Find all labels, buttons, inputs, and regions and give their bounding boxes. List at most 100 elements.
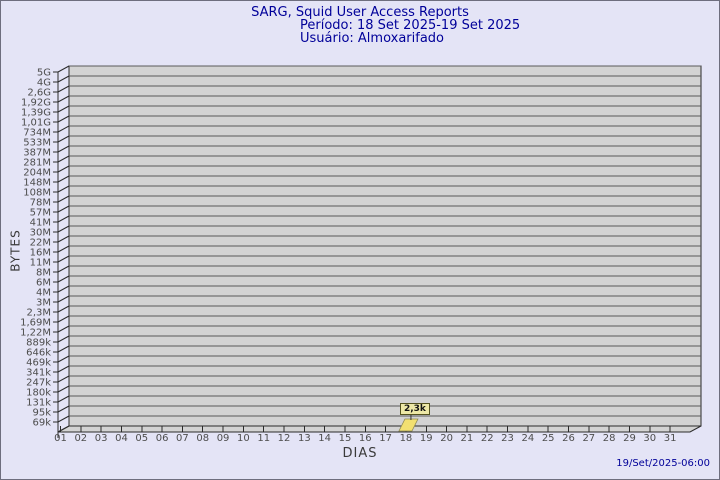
x-tick-label: 30 (643, 433, 656, 444)
y-tick-slant (57, 305, 70, 313)
y-tick-slant (57, 185, 70, 193)
x-tick-label: 13 (298, 433, 311, 444)
y-tick-slant (57, 145, 70, 153)
x-tick-label: 14 (318, 433, 331, 444)
y-tick-slant (57, 335, 70, 343)
y-tick-label: 4G (37, 78, 51, 89)
y-tick-label: 387M (23, 148, 51, 159)
y-tick-slant (57, 175, 70, 183)
y-tick-slant (57, 95, 70, 103)
x-tick-label: 09 (217, 433, 230, 444)
y-tick-slant (57, 415, 70, 423)
x-axis-title: DIAS (342, 446, 378, 461)
x-tick-label: 16 (359, 433, 372, 444)
y-tick-label: 281M (23, 158, 51, 169)
y-tick-slant (57, 205, 70, 213)
y-tick-slant (57, 135, 70, 143)
y-tick-slant (57, 345, 70, 353)
x-tick-label: 06 (156, 433, 169, 444)
y-tick-slant (57, 375, 70, 383)
x-tick-label: 04 (115, 433, 128, 444)
y-tick-slant (57, 325, 70, 333)
y-tick-label: 30M (30, 228, 51, 239)
x-tick-label: 17 (379, 433, 392, 444)
y-tick-slant (57, 115, 70, 123)
x-tick-label: 01 (54, 433, 67, 444)
x-tick-label: 02 (74, 433, 87, 444)
y-tick-label: 95k (32, 408, 51, 419)
x-tick-label: 23 (501, 433, 514, 444)
y-tick-label: 78M (30, 198, 51, 209)
x-tick-label: 12 (278, 433, 291, 444)
x-tick-label: 26 (562, 433, 575, 444)
y-tick-label: 8M (36, 268, 51, 279)
generated-timestamp: 19/Set/2025-06:00 (616, 458, 710, 469)
x-tick-label: 19 (420, 433, 433, 444)
y-tick-label: 16M (30, 248, 51, 259)
x-tick-label: 21 (461, 433, 474, 444)
y-tick-label: 11M (30, 258, 51, 269)
y-tick-slant (57, 295, 70, 303)
y-tick-slant (57, 395, 70, 403)
x-tick-label: 03 (95, 433, 108, 444)
y-tick-slant (57, 255, 70, 263)
x-tick-label: 22 (481, 433, 494, 444)
y-tick-slant (57, 155, 70, 163)
chart-user: Usuário: Almoxarifado (300, 31, 445, 46)
y-tick-label: 247k (26, 378, 51, 389)
y-tick-slant (57, 315, 70, 323)
y-tick-slant (57, 215, 70, 223)
y-tick-label: 2,6G (27, 88, 51, 99)
y-tick-label: 1,69M (20, 318, 51, 329)
y-tick-slant (57, 385, 70, 393)
x-tick-label: 08 (196, 433, 209, 444)
y-tick-slant (57, 405, 70, 413)
y-tick-label: 734M (23, 128, 51, 139)
data-bar (398, 418, 419, 432)
x-tick-label: 11 (257, 433, 270, 444)
y-tick-label: 41M (30, 218, 51, 229)
y-tick-slant (57, 85, 70, 93)
y-tick-label: 1,01G (21, 118, 51, 129)
y-tick-slant (57, 75, 70, 83)
y-tick-slant (57, 275, 70, 283)
y-tick-slant (57, 285, 70, 293)
x-tick-label: 07 (176, 433, 189, 444)
chart-floor (57, 425, 702, 433)
y-tick-label: 2,3M (26, 308, 51, 319)
x-tick-label: 05 (135, 433, 148, 444)
y-tick-label: 4M (36, 288, 51, 299)
y-tick-label: 341k (26, 368, 51, 379)
chart-period: Período: 18 Set 2025-19 Set 2025 (300, 18, 521, 33)
x-tick-label: 10 (237, 433, 250, 444)
y-tick-label: 108M (23, 188, 51, 199)
y-tick-slant (57, 265, 70, 273)
y-tick-slant (57, 365, 70, 373)
y-tick-label: 1,39G (21, 108, 51, 119)
y-tick-label: 5G (37, 68, 51, 79)
y-tick-slant (57, 245, 70, 253)
baseline-slant (57, 425, 70, 433)
y-tick-label: 22M (30, 238, 51, 249)
x-tick-label: 18 (400, 433, 413, 444)
x-tick-label: 28 (603, 433, 616, 444)
y-tick-slant (57, 225, 70, 233)
y-tick-slant (57, 105, 70, 113)
y-tick-label: 57M (30, 208, 51, 219)
x-tick-label: 24 (521, 433, 534, 444)
y-tick-slant (57, 65, 70, 73)
y-tick-label: 6M (36, 278, 51, 289)
y-tick-label: 469k (26, 358, 51, 369)
y-tick-label: 131k (26, 398, 51, 409)
chart-title: SARG, Squid User Access Reports (251, 5, 469, 20)
x-tick-label: 25 (542, 433, 555, 444)
y-tick-slant (57, 235, 70, 243)
y-tick-label: 533M (23, 138, 51, 149)
y-tick-label: 148M (23, 178, 51, 189)
y-tick-slant (57, 125, 70, 133)
y-tick-label: 180k (26, 388, 51, 399)
y-tick-label: 1,22M (20, 328, 51, 339)
y-tick-slant (57, 355, 70, 363)
